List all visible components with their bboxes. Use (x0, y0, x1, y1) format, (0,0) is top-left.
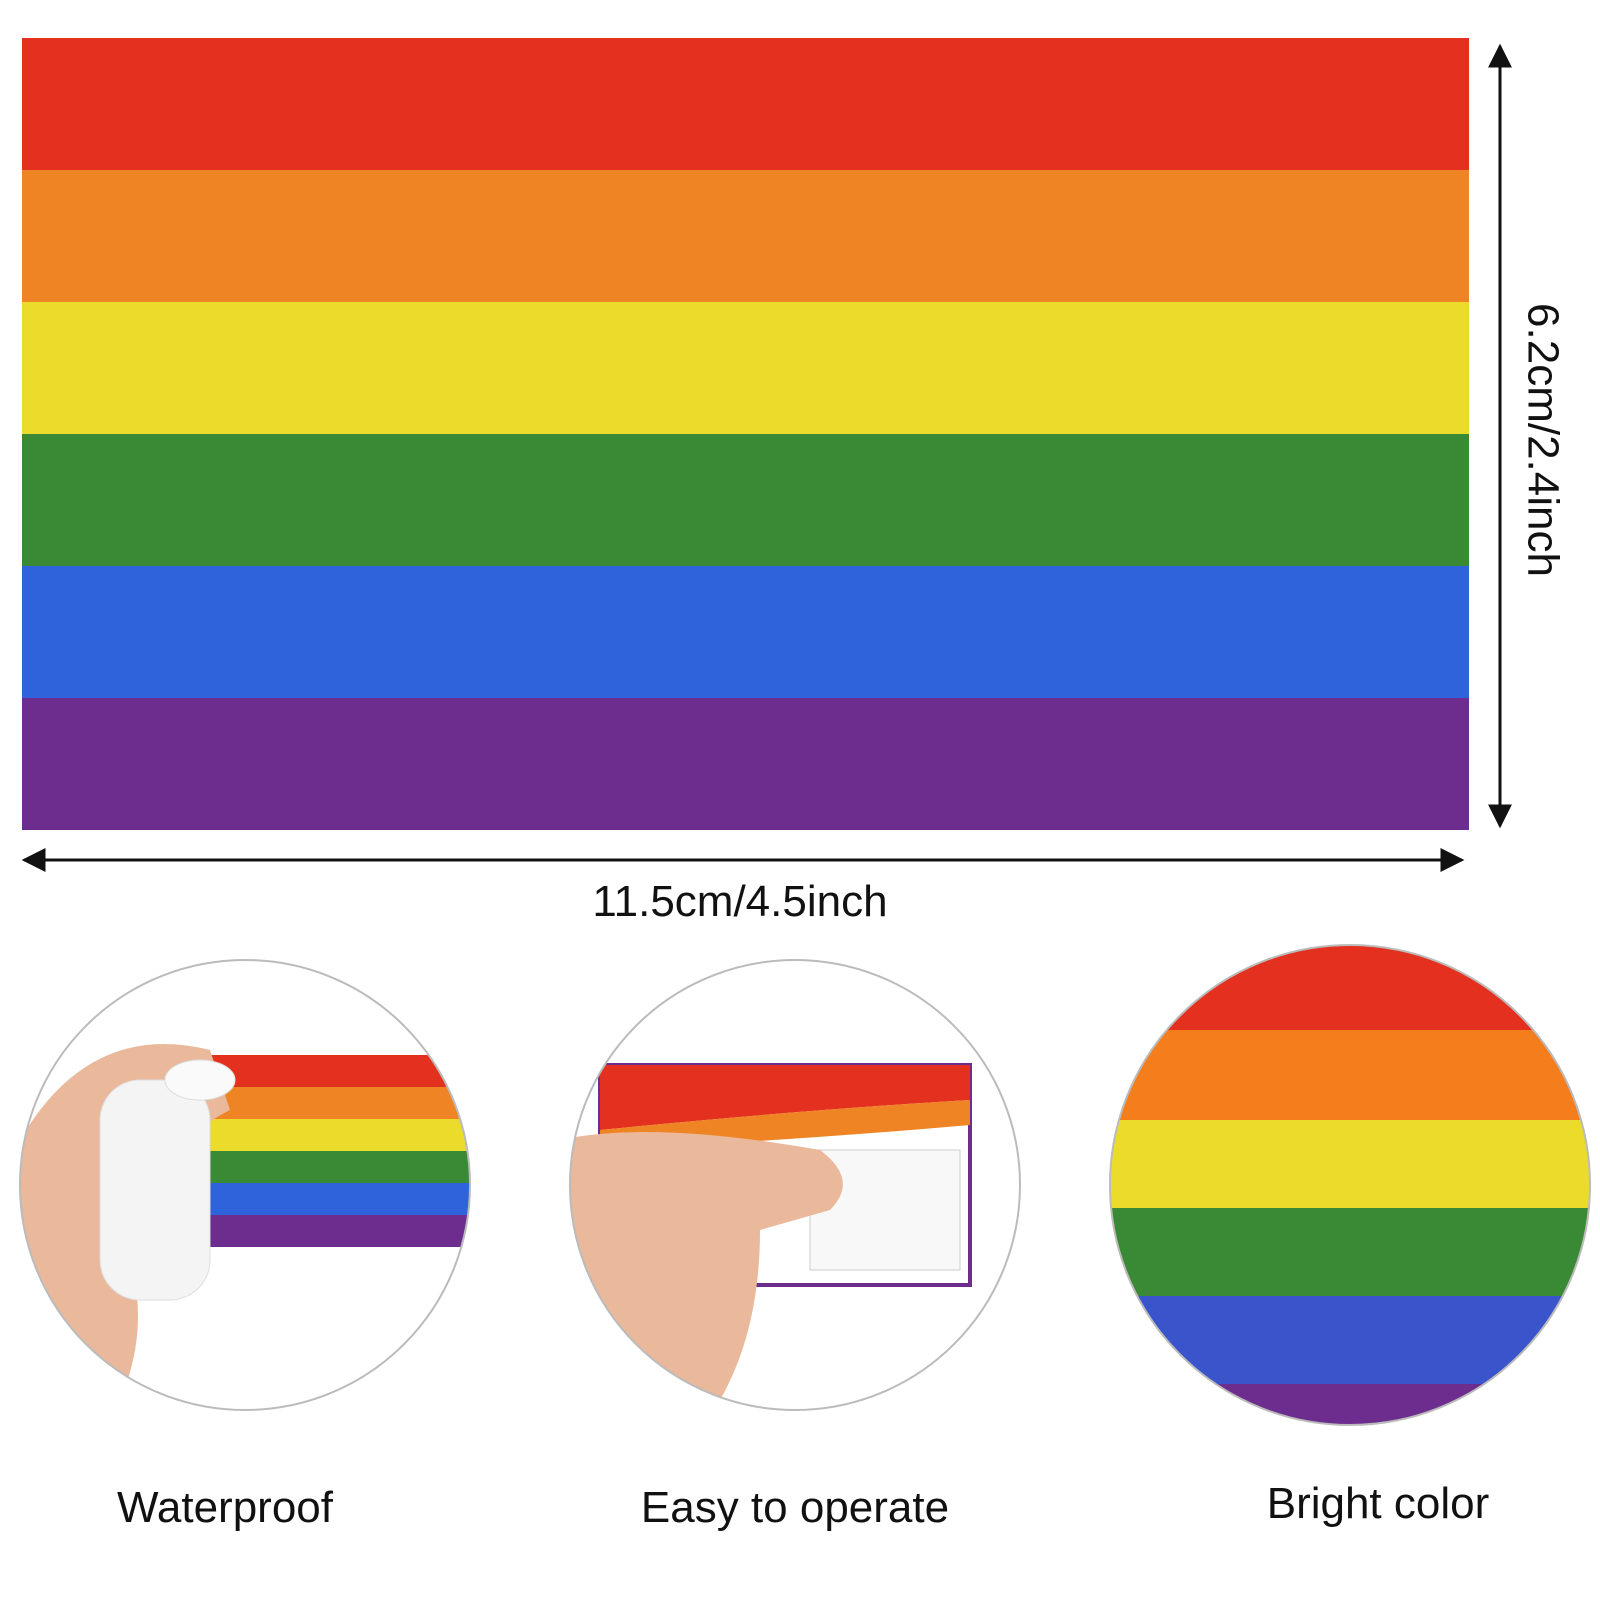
width-label: 11.5cm/4.5inch (592, 877, 887, 926)
feature-label: Waterproof (117, 1483, 334, 1532)
feature-label: Easy to operate (641, 1483, 949, 1532)
feature-label: Bright color (1267, 1479, 1490, 1528)
peel-photo (570, 960, 1020, 1410)
height-label: 6.2cm/2.4inch (1518, 303, 1567, 577)
waterproof-photo (20, 960, 470, 1410)
color-closeup (1110, 945, 1590, 1425)
flag (22, 38, 1469, 830)
